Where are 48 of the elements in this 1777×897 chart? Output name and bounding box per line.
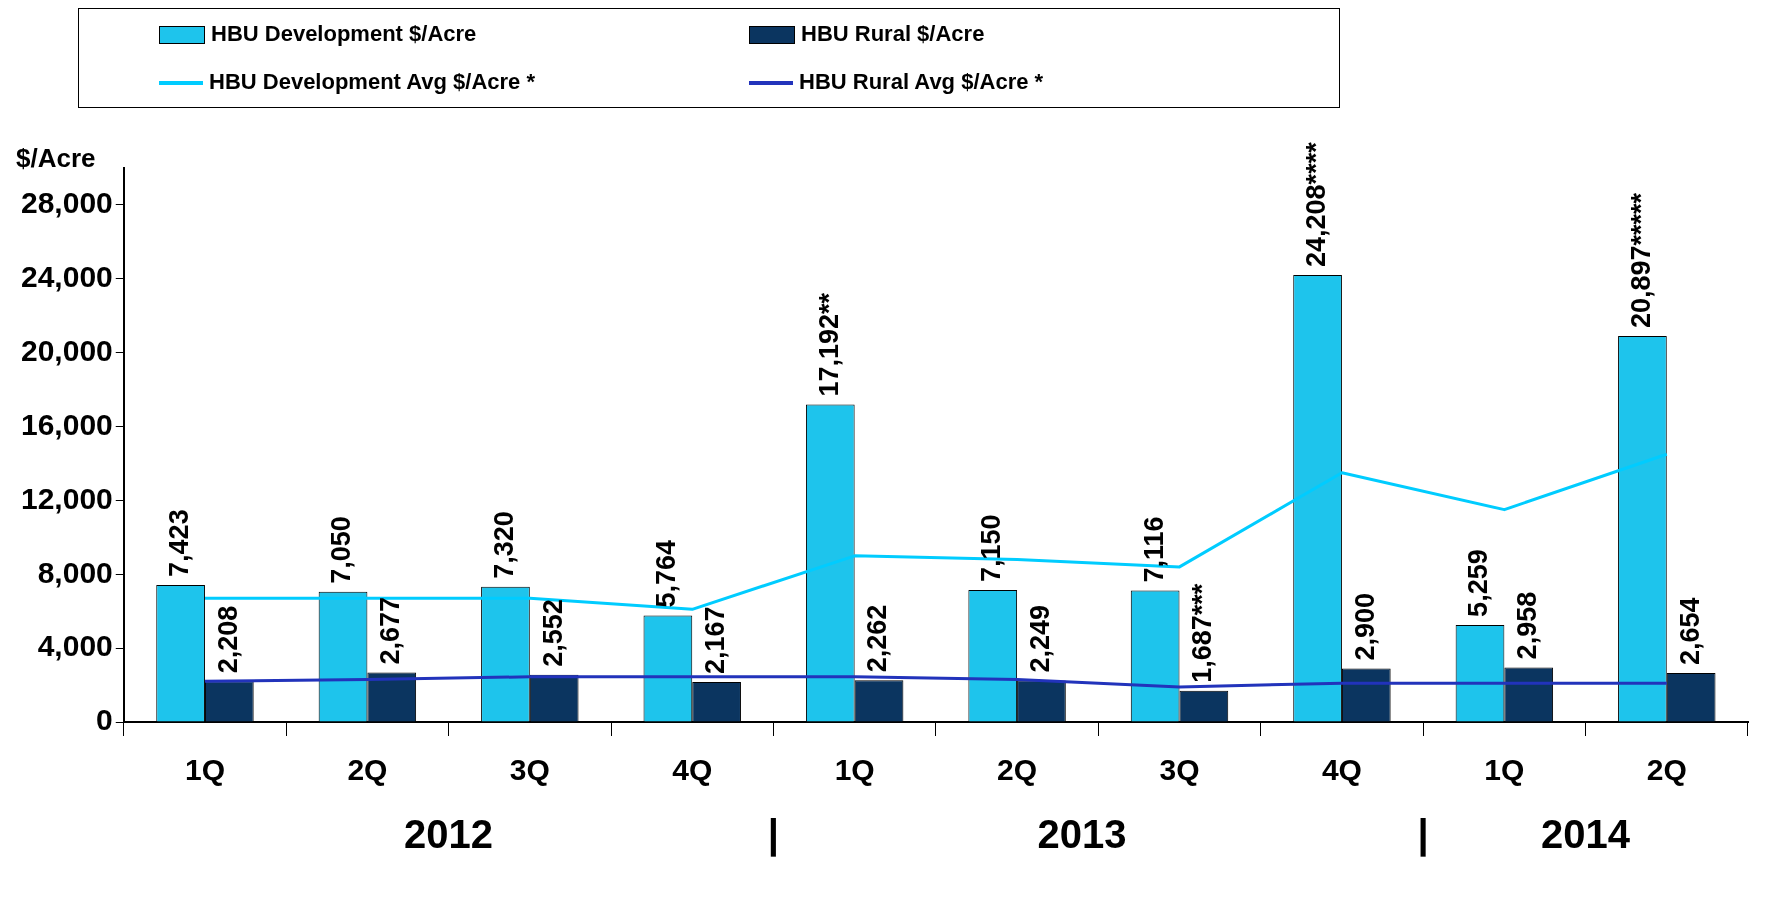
data-label: 17,192** bbox=[813, 292, 844, 397]
data-label: 20,897***** bbox=[1625, 192, 1656, 329]
text: 2013 bbox=[1037, 812, 1127, 857]
data-label: 2,958 bbox=[1512, 591, 1543, 660]
legend-label: HBU Development Avg $/Acre * bbox=[209, 69, 536, 94]
data-label: 5,764 bbox=[651, 539, 682, 608]
y-tick-label: 8,000 bbox=[37, 555, 113, 589]
y-axis-title: $/Acre bbox=[16, 143, 96, 174]
y-tick-label: 0 bbox=[96, 703, 113, 737]
data-label: 2,900 bbox=[1349, 592, 1380, 661]
x-tick-label: 2Q bbox=[997, 753, 1038, 787]
x-tick-label: 1Q bbox=[834, 753, 875, 787]
x-tick-label: 3Q bbox=[1159, 753, 1200, 787]
data-label: 2,262 bbox=[862, 604, 893, 673]
y-tick-label: 28,000 bbox=[20, 186, 113, 220]
legend-label: HBU Rural Avg $/Acre * bbox=[799, 69, 1044, 94]
data-label: 7,116 bbox=[1138, 516, 1169, 583]
x-tick-label: 4Q bbox=[1321, 753, 1362, 787]
data-label: 7,320 bbox=[488, 511, 519, 579]
legend-label: HBU Rural $/Acre bbox=[801, 21, 985, 46]
x-tick-label: 4Q bbox=[672, 753, 713, 787]
y-tick-label: 16,000 bbox=[20, 407, 113, 441]
y-tick-label: 20,000 bbox=[20, 333, 113, 367]
text: | bbox=[767, 812, 780, 858]
data-label: 7,150 bbox=[976, 514, 1007, 582]
data-label: 5,259 bbox=[1463, 549, 1494, 617]
data-label: 7,423 bbox=[164, 509, 195, 577]
x-tick-label: 1Q bbox=[1484, 753, 1525, 787]
data-label: 24,208**** bbox=[1301, 141, 1332, 267]
data-label: 2,552 bbox=[537, 599, 568, 667]
data-label: 2,677 bbox=[375, 596, 406, 665]
y-tick-label: 12,000 bbox=[20, 481, 113, 515]
text: | bbox=[1417, 812, 1429, 858]
text: 2014 bbox=[1541, 812, 1631, 857]
x-tick-label: 3Q bbox=[509, 753, 550, 787]
data-label: 7,050 bbox=[326, 516, 357, 584]
y-tick-label: 24,000 bbox=[20, 260, 113, 294]
text: 2012 bbox=[404, 812, 494, 857]
data-label: 1,687*** bbox=[1187, 583, 1218, 683]
x-tick-label: 2Q bbox=[1646, 753, 1687, 787]
x-tick-label: 2Q bbox=[347, 753, 388, 787]
data-label: 2,208 bbox=[212, 605, 243, 674]
data-label: 2,654 bbox=[1674, 597, 1705, 665]
legend-label: HBU Development $/Acre bbox=[211, 21, 477, 46]
data-label: 2,249 bbox=[1024, 604, 1055, 673]
y-tick-label: 4,000 bbox=[37, 629, 113, 663]
data-label: 2,167 bbox=[700, 606, 731, 674]
x-tick-label: 1Q bbox=[184, 753, 225, 787]
